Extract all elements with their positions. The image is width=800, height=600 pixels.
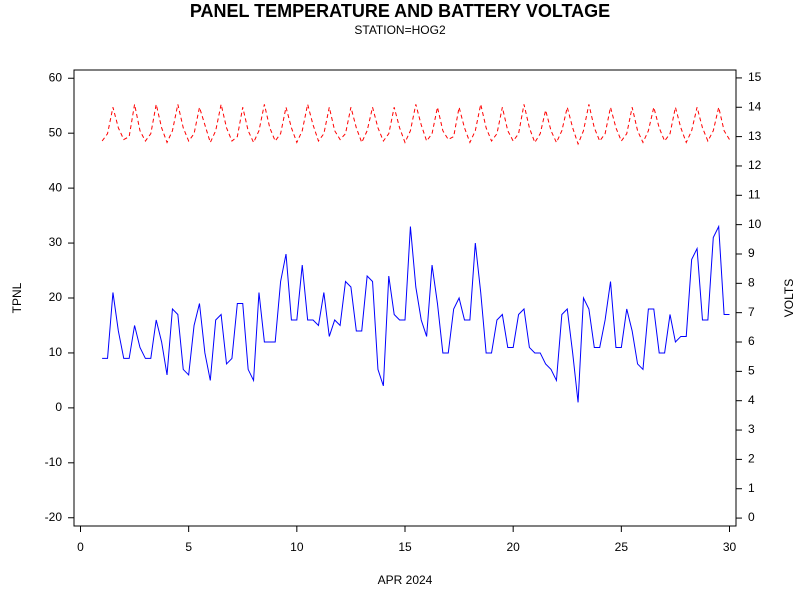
y2-tick-label: 13 xyxy=(748,129,762,143)
y-tick-label: 10 xyxy=(49,345,63,359)
y-tick-label: 20 xyxy=(49,290,63,304)
series-line xyxy=(101,104,730,146)
y-tick-label: 40 xyxy=(49,180,63,194)
x-axis-label: APR 2024 xyxy=(378,573,433,587)
y2-tick-label: 7 xyxy=(748,305,755,319)
x-tick-label: 20 xyxy=(506,540,520,554)
y2-tick-label: 2 xyxy=(748,452,755,466)
y2-tick-label: 3 xyxy=(748,422,755,436)
y2-tick-label: 9 xyxy=(748,246,755,260)
x-tick-label: 0 xyxy=(77,540,84,554)
y2-tick-label: 4 xyxy=(748,393,755,407)
y2-tick-label: 6 xyxy=(748,334,755,348)
x-tick-label: 30 xyxy=(723,540,737,554)
y2-tick-label: 14 xyxy=(748,99,762,113)
y2-tick-label: 12 xyxy=(748,158,762,172)
series-line xyxy=(102,224,730,403)
y-axis-label: TPNL xyxy=(10,282,24,313)
plot-frame xyxy=(73,69,737,527)
x-tick-label: 25 xyxy=(615,540,629,554)
y-tick-label: 60 xyxy=(49,70,63,84)
y2-tick-label: 15 xyxy=(748,70,762,84)
y-tick-label: -20 xyxy=(45,510,63,524)
y2-tick-label: 11 xyxy=(748,187,761,201)
x-tick-label: 15 xyxy=(398,540,412,554)
x-tick-label: 10 xyxy=(290,540,304,554)
y2-axis-label: VOLTS xyxy=(782,279,796,317)
y2-tick-label: 1 xyxy=(748,481,755,495)
y-tick-label: 0 xyxy=(55,400,62,414)
y-tick-label: 50 xyxy=(49,125,63,139)
chart-subtitle: STATION=HOG2 xyxy=(354,23,446,37)
x-tick-label: 5 xyxy=(185,540,192,554)
y2-tick-label: 0 xyxy=(748,510,755,524)
y-tick-label: 30 xyxy=(49,235,63,249)
y2-tick-label: 8 xyxy=(748,276,755,290)
y2-tick-label: 10 xyxy=(748,217,762,231)
y2-tick-label: 5 xyxy=(748,364,755,378)
chart-title: PANEL TEMPERATURE AND BATTERY VOLTAGE xyxy=(190,1,610,21)
y-tick-label: -10 xyxy=(45,455,63,469)
